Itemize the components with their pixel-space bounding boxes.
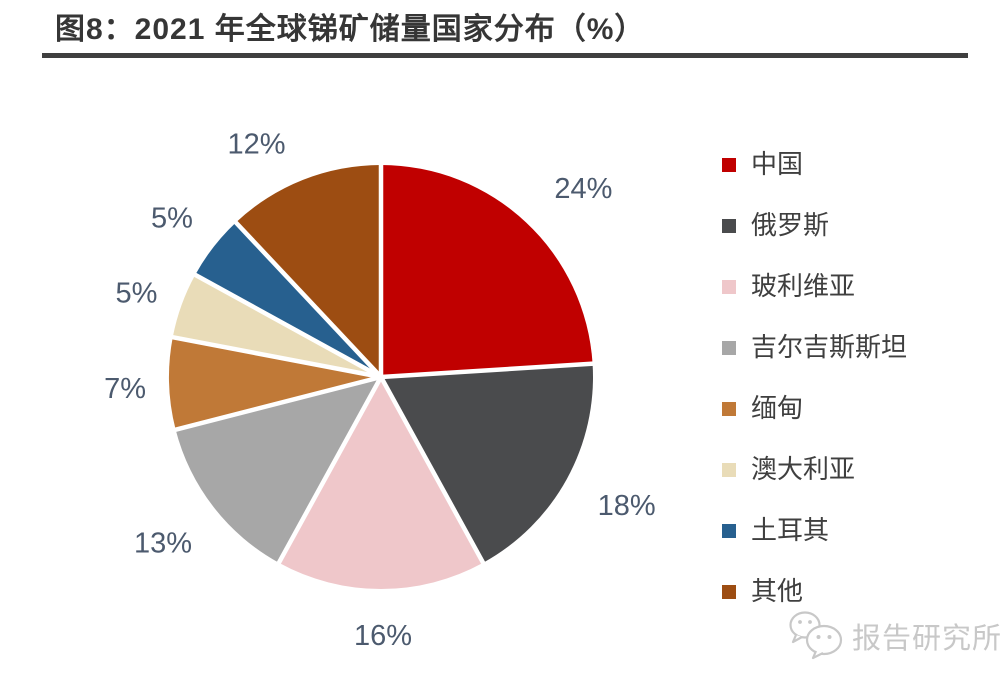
pie-slice-separator: [193, 272, 383, 379]
pie-slice-缅甸: [168, 337, 381, 430]
pie-value-label-缅甸: 7%: [104, 373, 146, 405]
chart-legend: 中国 俄罗斯 玻利维亚 吉尔吉斯斯坦 缅甸 澳大利亚 土耳其 其他: [722, 151, 907, 639]
legend-label: 俄罗斯: [751, 210, 830, 240]
pie-slice-俄罗斯: [381, 363, 593, 563]
legend-swatch-russia: [722, 218, 736, 233]
pie-value-label-土耳其: 5%: [151, 202, 193, 234]
pie-value-label-俄罗斯: 18%: [598, 490, 656, 522]
pie-slice-吉尔吉斯斯坦: [175, 377, 381, 563]
pie-slice-澳大利亚: [172, 274, 381, 377]
legend-item-myanmar: 缅甸: [722, 395, 907, 422]
pie-slice-separator: [379, 375, 486, 565]
watermark: 报告研究所: [786, 609, 1000, 663]
legend-swatch-china: [722, 157, 736, 172]
legend-label: 中国: [751, 149, 804, 179]
watermark-text: 报告研究所: [852, 623, 1000, 655]
pie-value-label-吉尔吉斯斯坦: 13%: [134, 528, 192, 560]
pie-slice-其他: [235, 165, 381, 377]
figure-title: 图8：2021 年全球锑矿储量国家分布（%）: [55, 13, 646, 46]
pie-slice-separator: [171, 334, 382, 380]
pie-slice-玻利维亚: [278, 377, 484, 590]
pie-slice-中国: [381, 165, 593, 377]
legend-item-turkey: 土耳其: [722, 517, 907, 544]
legend-swatch-other: [722, 584, 736, 599]
pie-value-label-玻利维亚: 16%: [354, 620, 412, 652]
legend-item-russia: 俄罗斯: [722, 212, 907, 239]
legend-label: 玻利维亚: [751, 271, 856, 301]
legend-label: 吉尔吉斯斯坦: [751, 332, 908, 362]
pie-slice-separator: [174, 374, 382, 433]
pie-slice-separator: [276, 375, 383, 565]
legend-swatch-turkey: [722, 523, 736, 538]
pie-value-label-其他: 12%: [228, 128, 286, 160]
pie-value-label-澳大利亚: 5%: [116, 277, 158, 309]
pie-slice-土耳其: [195, 222, 381, 377]
pie-slice-separator: [380, 361, 594, 380]
legend-item-australia: 澳大利亚: [722, 456, 907, 483]
legend-label: 其他: [751, 576, 804, 606]
legend-swatch-kyrgyzstan: [722, 340, 736, 355]
legend-item-china: 中国: [722, 151, 907, 178]
legend-item-other: 其他: [722, 578, 907, 605]
title-underline: [42, 53, 968, 58]
legend-swatch-australia: [722, 462, 736, 477]
legend-label: 土耳其: [751, 515, 830, 545]
legend-item-kyrgyzstan: 吉尔吉斯斯坦: [722, 334, 907, 361]
wechat-chat-bubbles-icon: [789, 611, 843, 660]
pie-slice-separator: [233, 220, 383, 379]
legend-label: 缅甸: [751, 393, 804, 423]
legend-swatch-myanmar: [722, 401, 736, 416]
pie-value-label-中国: 24%: [554, 173, 612, 205]
legend-label: 澳大利亚: [751, 454, 856, 484]
legend-item-bolivia: 玻利维亚: [722, 273, 907, 300]
legend-swatch-bolivia: [722, 279, 736, 294]
